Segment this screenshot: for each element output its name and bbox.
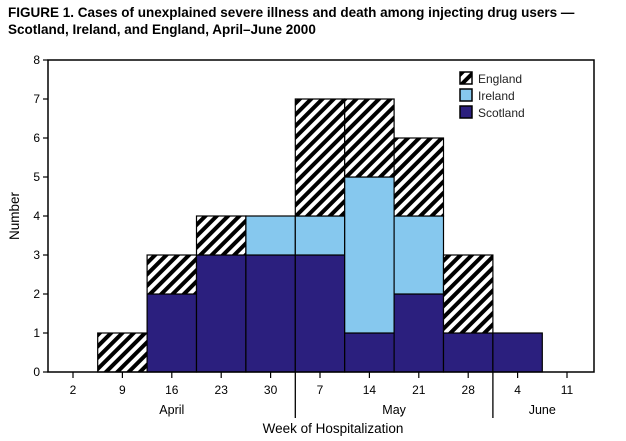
bar-england-16 (146, 254, 198, 295)
legend-label-scotland: Scotland (478, 106, 525, 120)
bar-england-23 (195, 215, 247, 256)
x-tick-label: 21 (412, 383, 426, 397)
x-tick-label: 14 (363, 383, 377, 397)
y-tick-label: 3 (33, 248, 40, 262)
y-tick-label: 4 (33, 209, 40, 223)
bar-scotland-30 (245, 254, 296, 373)
bar-scotland-14 (344, 332, 395, 373)
bar-ireland-21 (393, 215, 445, 295)
bar-england-9 (97, 332, 148, 373)
bar-scotland-28 (442, 332, 494, 373)
x-tick-label: 9 (119, 383, 126, 397)
bar-england-28 (442, 254, 494, 334)
legend-label-ireland: Ireland (478, 89, 515, 103)
bar-england-21 (393, 137, 445, 217)
bar-ireland-30 (245, 215, 296, 256)
x-tick-label: 7 (317, 383, 324, 397)
bar-england-7 (294, 98, 346, 217)
bar-scotland-7 (294, 254, 346, 373)
x-tick-label: 11 (561, 383, 574, 397)
bar-england-14 (344, 98, 395, 178)
month-label: May (382, 403, 406, 417)
y-tick-label: 5 (33, 170, 40, 184)
y-tick-label: 7 (33, 92, 40, 106)
y-tick-label: 8 (33, 53, 40, 67)
x-tick-label: 2 (70, 383, 77, 397)
month-label: April (159, 403, 184, 417)
y-tick-label: 0 (33, 365, 40, 379)
x-tick-label: 28 (462, 383, 476, 397)
legend: England Ireland Scotland (459, 71, 525, 120)
bar-ireland-14 (344, 176, 395, 334)
bar-scotland-21 (393, 293, 445, 373)
x-tick-label: 23 (215, 383, 229, 397)
y-tick-label: 6 (33, 131, 40, 145)
x-axis-label: Week of Hospitalization (263, 421, 404, 436)
x-tick-label: 4 (514, 383, 521, 397)
chart-title: FIGURE 1. Cases of unexplained severe il… (8, 5, 575, 37)
x-tick-label: 16 (165, 383, 179, 397)
x-tick-label: 30 (264, 383, 278, 397)
bar-scotland-23 (195, 254, 247, 373)
legend-swatch-ireland (459, 88, 473, 102)
bar-ireland-7 (294, 215, 346, 256)
bar-scotland-16 (146, 293, 198, 373)
legend-swatch-scotland (459, 105, 473, 119)
legend-label-england: England (478, 72, 522, 86)
month-label: June (529, 403, 556, 417)
bars-group (97, 98, 543, 373)
bar-scotland-4 (492, 332, 543, 373)
y-axis-label: Number (7, 191, 22, 240)
legend-swatch-england (459, 71, 473, 85)
y-tick-label: 1 (33, 326, 40, 340)
y-tick-label: 2 (33, 287, 40, 301)
